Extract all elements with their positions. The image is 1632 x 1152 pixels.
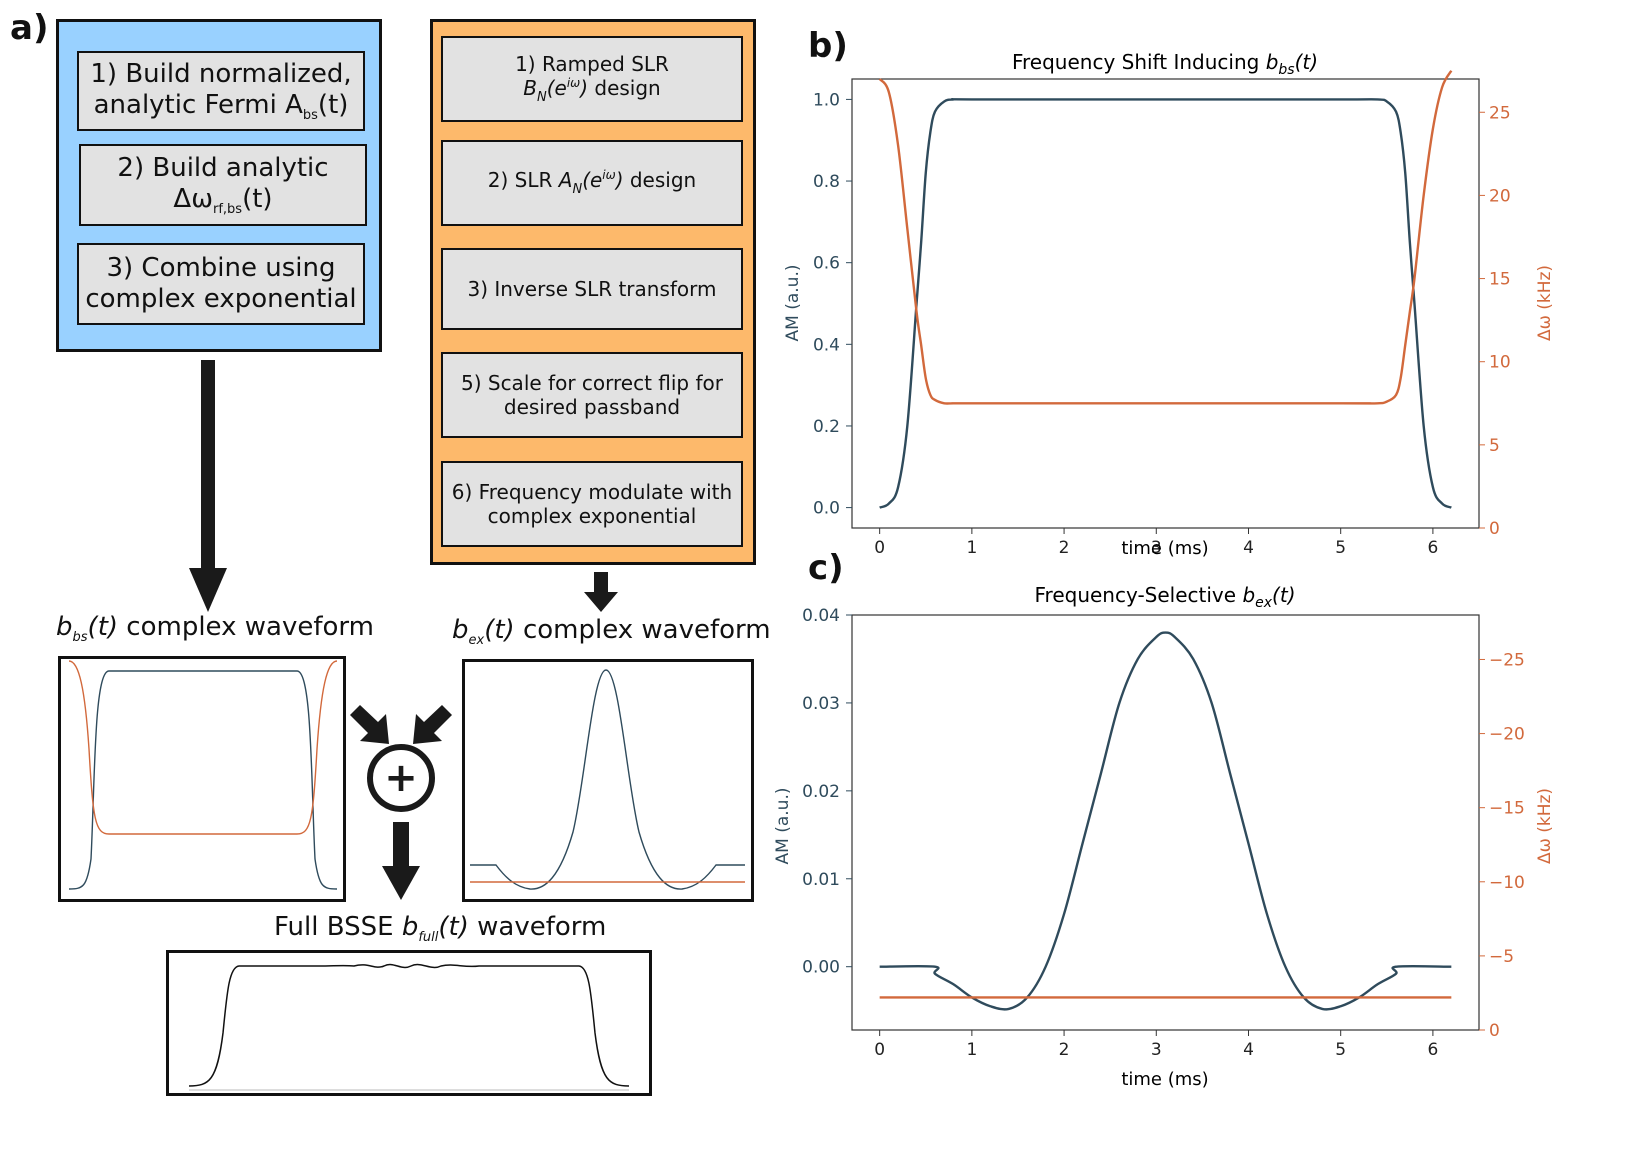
chart-bs-am-line — [879, 98, 1452, 509]
chart-bs-ytick-label: 0.6 — [813, 254, 840, 274]
slr-step-1-line1: 1) Ramped SLR — [515, 52, 669, 77]
chart-ex-xtick-label: 6 — [1427, 1040, 1438, 1060]
slr-step-5-line1: 5) Scale for correct flip for — [460, 371, 723, 395]
chart-bs-y2label: Δω (kHz) — [1535, 265, 1555, 341]
chart-ex-title: Frequency-Selective bex(t) — [1034, 583, 1295, 611]
slr-step-3: 3) Inverse SLR transform — [441, 248, 743, 330]
plus-circle-icon: + — [367, 744, 435, 812]
chart-bs-xlabel: time (ms) — [1121, 538, 1208, 559]
chart-ex-y2tick-label: −10 — [1489, 873, 1525, 893]
chart-bs-ytick-label: 0.0 — [813, 499, 840, 519]
ex-waveform-thumbnail — [462, 659, 754, 902]
down-arrow-icon — [382, 822, 420, 900]
down-arrow-icon — [189, 360, 227, 612]
chart-bs-xtick-label: 4 — [1243, 538, 1254, 558]
panel-label-a: a) — [10, 8, 49, 48]
chart-bs-ytick-label: 0.4 — [813, 335, 840, 355]
chart-bs-y2tick-label: 0 — [1489, 519, 1500, 539]
slr-step-1: 1) Ramped SLR BN(eiω) design — [441, 36, 743, 122]
slr-step-6-line1: 6) Frequency modulate with — [451, 480, 733, 504]
slr-design-group: 1) Ramped SLR BN(eiω) design 2) SLR AN(e… — [430, 19, 756, 565]
chart-bs-y2tick-label: 15 — [1489, 270, 1511, 290]
analytic-step-1-line1: 1) Build normalized, — [90, 58, 352, 89]
chart-bs-ytick-label: 0.2 — [813, 417, 840, 437]
chart-bs-frame — [851, 78, 1480, 529]
chart-bs: Frequency Shift Inducing bbs(t) 0 1 2 3 4 5 6 0… — [783, 50, 1555, 559]
analytic-step-3: 3) Combine using complex exponential — [77, 243, 365, 325]
flow-arrows: + — [189, 360, 618, 900]
bs-waveform-caption: bbs(t) complex waveform — [56, 612, 374, 645]
slr-step-5: 5) Scale for correct flip for desired pa… — [441, 352, 743, 438]
combine-symbol: + — [384, 755, 418, 801]
thumb-bs-am-line — [68, 670, 338, 890]
chart-ex-ytick-label: 0.01 — [802, 870, 840, 890]
chart-bs-title: Frequency Shift Inducing bbs(t) — [1012, 50, 1318, 78]
chart-ex-y2label: Δω (kHz) — [1535, 788, 1555, 864]
panel-label-c: c) — [808, 548, 844, 588]
chart-bs-xtick-label: 6 — [1427, 538, 1438, 558]
bs-waveform-thumbnail — [58, 656, 346, 902]
slr-step-3-text: 3) Inverse SLR transform — [467, 277, 717, 301]
chart-ex-am-line — [879, 631, 1452, 1011]
chart-bs-xtick-label: 1 — [966, 538, 977, 558]
slr-step-2-text: 2) SLR AN(eiω) design — [487, 168, 697, 198]
chart-bs-y2tick-label: 10 — [1489, 353, 1511, 373]
chart-ex-ytick-label: 0.02 — [802, 782, 840, 802]
full-waveform-caption: Full BSSE bfull(t) waveform — [274, 912, 607, 945]
analytic-step-2-line1: 2) Build analytic — [117, 152, 329, 183]
analytic-step-2: 2) Build analytic Δωrf,bs(t) — [79, 144, 367, 226]
panel-label-b: b) — [808, 26, 848, 66]
analytic-design-group: 1) Build normalized, analytic Fermi Abs(… — [56, 19, 382, 352]
chart-ex-xtick-label: 4 — [1243, 1040, 1254, 1060]
chart-bs-y2tick-label: 20 — [1489, 186, 1511, 206]
slr-step-6: 6) Frequency modulate with complex expon… — [441, 461, 743, 547]
slr-step-6-line2: complex exponential — [487, 504, 697, 528]
chart-ex-y2tick-label: −15 — [1489, 799, 1525, 819]
chart-bs-xtick-label: 3 — [1151, 538, 1162, 558]
down-arrow-icon — [584, 572, 618, 612]
chart-ex-xtick-label: 1 — [966, 1040, 977, 1060]
chart-bs-ylabel: AM (a.u.) — [783, 265, 803, 342]
analytic-step-3-line1: 3) Combine using — [106, 252, 336, 283]
chart-bs-ytick-label: 1.0 — [813, 90, 840, 110]
chart-ex-ylabel: AM (a.u.) — [773, 788, 793, 865]
chart-ex-y2tick-label: 0 — [1489, 1021, 1500, 1041]
slr-step-5-line2: desired passband — [503, 395, 681, 419]
chart-ex-frame — [851, 614, 1480, 1031]
chart-ex-xlabel: time (ms) — [1121, 1069, 1208, 1090]
chart-ex-ytick-label: 0.03 — [802, 694, 840, 714]
chart-bs-y2tick-label: 25 — [1489, 103, 1511, 123]
chart-ex: Frequency-Selective bex(t) 0 1 2 3 4 5 6 0.00 0.… — [773, 583, 1555, 1090]
chart-ex-xtick-label: 0 — [874, 1040, 885, 1060]
thumb-bs-freq-line — [68, 660, 338, 835]
analytic-step-2-line2: Δωrf,bs(t) — [173, 183, 273, 217]
analytic-step-1-line2: analytic Fermi Abs(t) — [93, 89, 349, 123]
chart-ex-ytick-label: 0.04 — [802, 606, 840, 626]
diagonal-arrow-icon — [350, 705, 389, 744]
chart-ex-y2tick-label: −5 — [1489, 947, 1514, 967]
chart-bs-xtick-label: 0 — [874, 538, 885, 558]
diagonal-arrow-icon — [413, 705, 452, 744]
chart-bs-xtick-label: 2 — [1059, 538, 1070, 558]
thumb-ex-am-line — [470, 669, 745, 890]
chart-bs-ytick-label: 0.8 — [813, 172, 840, 192]
thumb-full-line — [188, 963, 630, 1087]
ex-waveform-caption: bex(t) complex waveform — [452, 615, 771, 648]
chart-ex-ytick-label: 0.00 — [802, 958, 840, 978]
chart-ex-y2tick-label: −20 — [1489, 725, 1525, 745]
analytic-step-3-line2: complex exponential — [85, 284, 357, 314]
full-waveform-thumbnail — [166, 950, 652, 1096]
slr-step-1-line2: BN(eiω) design — [523, 76, 661, 106]
chart-ex-xtick-label: 2 — [1059, 1040, 1070, 1060]
chart-bs-y2tick-label: 5 — [1489, 436, 1500, 456]
chart-bs-xtick-label: 5 — [1335, 538, 1346, 558]
analytic-step-1: 1) Build normalized, analytic Fermi Abs(… — [77, 51, 365, 131]
chart-ex-xtick-label: 5 — [1335, 1040, 1346, 1060]
chart-bs-freq-line — [878, 70, 1453, 405]
chart-ex-y2tick-label: −25 — [1489, 650, 1525, 670]
slr-step-2: 2) SLR AN(eiω) design — [441, 140, 743, 226]
chart-ex-xtick-label: 3 — [1151, 1040, 1162, 1060]
